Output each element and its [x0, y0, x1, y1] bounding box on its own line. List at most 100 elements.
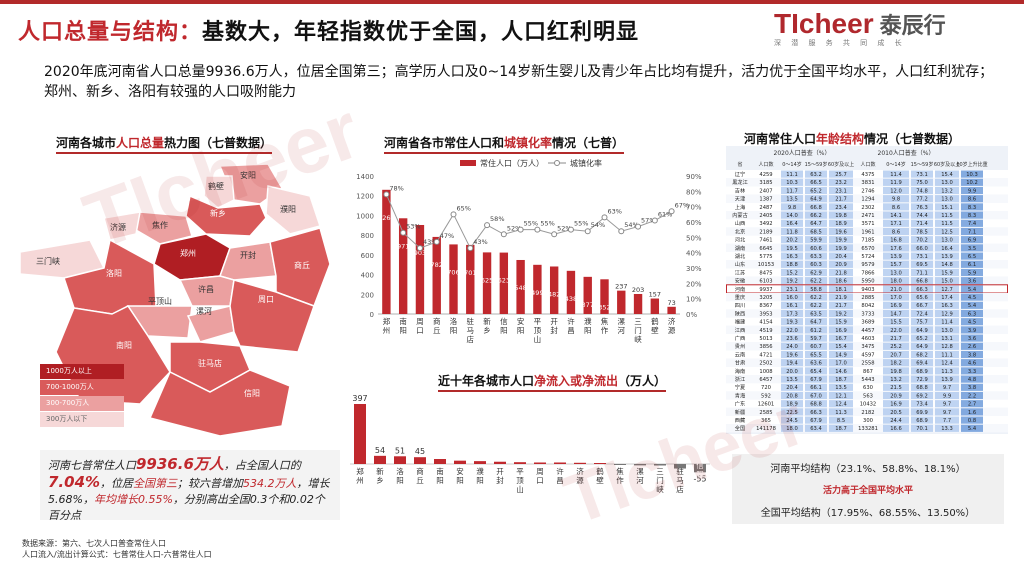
chart2-bar	[534, 462, 546, 464]
chart1-x-tick: 阳	[517, 326, 525, 335]
chart2-x-tick: 平	[516, 467, 524, 476]
table-cell-bg	[911, 309, 933, 318]
chart2-x-tick: 周	[536, 467, 544, 476]
table-cell: 61.2	[810, 328, 822, 334]
table-cell-bg	[883, 170, 909, 178]
table-cell: 辽宁	[735, 170, 745, 178]
table-cell: 16.9	[890, 303, 902, 309]
table-cell-bg	[829, 367, 853, 375]
table-cell: 21.8	[835, 270, 847, 276]
table-cell-bg	[935, 375, 959, 383]
table-cell: 12.4	[835, 402, 847, 408]
table-cell: 3571	[861, 221, 874, 227]
table-column-header: 0～14岁	[782, 161, 802, 168]
table-cell: 59.7	[810, 336, 822, 342]
top-accent-bar	[0, 0, 1024, 4]
table-cell: 18.7	[835, 377, 847, 383]
table-cell: 21.7	[890, 336, 902, 342]
table-cell: 山东	[735, 260, 745, 268]
table-cell: 66.1	[810, 385, 822, 391]
chart1-bar-label: 548	[514, 284, 526, 292]
table-cell: 19.8	[835, 213, 847, 219]
table-cell: 2.7	[968, 402, 976, 408]
table-cell: 青海	[735, 391, 745, 399]
chart1-urbanization-point	[400, 229, 407, 236]
table-column-header: 60岁上升比重	[956, 161, 987, 168]
table-cell: 11.1	[941, 352, 953, 358]
table-cell: 74.4	[916, 213, 928, 219]
table-cell-bg	[805, 424, 827, 432]
note-rank: 全国第三	[133, 477, 178, 490]
table-cell: 18.1	[835, 287, 847, 293]
note-total: 9936.6万人	[136, 455, 224, 473]
table-cell-bg	[781, 326, 803, 334]
chart1-urbanization-point	[500, 231, 507, 238]
chart1-bar-label: 237	[615, 283, 627, 291]
table-cell: 66.7	[916, 303, 928, 309]
table-cell: 867	[863, 369, 873, 375]
table-title-highlight: 年龄结构	[816, 132, 865, 146]
table-cell: 6.3	[968, 311, 976, 317]
table-cell-bg	[781, 285, 803, 293]
table-cell: 10153	[758, 262, 775, 268]
table-cell-bg	[781, 268, 803, 277]
table-cell-bg	[883, 375, 909, 383]
table-cell: 65.6	[916, 295, 928, 301]
chart1-urbanization-label: 43%	[473, 238, 487, 246]
table-cell-bg	[911, 424, 933, 432]
table-cell: 13.0	[941, 180, 953, 186]
table-cell: 11.4	[941, 320, 953, 326]
table-cell: 64.7	[810, 221, 822, 227]
table-title-post: 情况（七普数据）	[864, 132, 961, 146]
table-cell: 1961	[861, 229, 874, 235]
table-cell-bg	[781, 334, 803, 342]
chart1-urbanization-point	[467, 245, 474, 252]
chart2-x-tick: 阳	[456, 476, 464, 485]
table-cell-bg	[911, 244, 933, 252]
table-cell: 3.8	[968, 352, 976, 358]
chart1-urbanization-point	[551, 231, 558, 238]
chart2-bar	[514, 462, 526, 464]
table-cell: 12.5	[941, 229, 953, 235]
table-cell-bg	[935, 285, 959, 293]
table-cell: 安徽	[735, 277, 746, 285]
table-cell: 21.7	[835, 197, 847, 203]
chart2-value-label: 45	[415, 447, 425, 456]
table-cell-bg	[961, 375, 983, 383]
table-cell-bg	[781, 359, 803, 367]
table-cell-bg	[805, 178, 827, 186]
table-cell: 12.9	[941, 311, 953, 317]
table-cell-bg	[935, 326, 959, 334]
chart1-bar	[549, 266, 559, 314]
table-cell-bg	[781, 424, 803, 432]
table-cell-bg	[911, 391, 933, 400]
table-cell-bg	[805, 350, 827, 359]
table-cell: 浙江	[735, 375, 745, 383]
table-cell: 2302	[861, 205, 874, 211]
source-line-1: 数据来源：第六、七次人口普查常住人口	[22, 539, 166, 548]
table-cell: 66.0	[916, 246, 928, 252]
table-cell: 592	[761, 393, 771, 399]
table-cell-bg	[829, 244, 853, 252]
table-cell-bg	[829, 211, 853, 219]
table-cell: 11.8	[786, 229, 798, 235]
table-cell: 3205	[759, 295, 772, 301]
table-cell-bg	[883, 350, 909, 359]
table-cell: 5.4	[968, 287, 977, 293]
table-cell: 19.2	[835, 311, 847, 317]
table-cell-bg	[781, 244, 803, 252]
table-cell: 15.0	[941, 279, 953, 285]
table-cell: 23.6	[786, 336, 798, 342]
note-share: 7.04%	[48, 473, 101, 491]
chart2-title-post: （万人）	[618, 374, 667, 388]
table-cell: 内蒙古	[732, 211, 748, 219]
table-cell: 13.2	[890, 377, 902, 383]
chart1-bar	[432, 236, 441, 314]
chart2-x-tick: 阳	[396, 476, 404, 485]
chart2-bar	[474, 461, 486, 464]
table-cell: 2502	[759, 361, 772, 367]
chart2-x-tick: 昌	[556, 476, 564, 485]
table-cell-bg	[961, 309, 983, 318]
table-row-bg	[726, 178, 1008, 187]
chart2-bar	[594, 463, 606, 464]
